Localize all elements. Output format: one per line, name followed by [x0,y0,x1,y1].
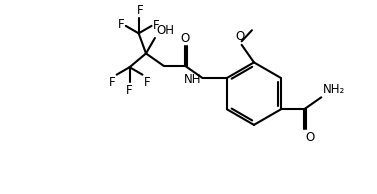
Text: O: O [306,131,315,144]
Text: OH: OH [156,24,174,37]
Text: NH: NH [184,73,201,86]
Text: O: O [180,32,190,45]
Text: methoxy_label: methoxy_label [253,28,263,29]
Text: F: F [118,18,124,31]
Text: F: F [126,84,133,97]
Text: F: F [144,76,150,89]
Text: F: F [153,19,159,32]
Text: F: F [109,76,115,89]
Text: O: O [236,30,245,43]
Text: F: F [136,4,143,17]
Text: NH₂: NH₂ [322,83,345,96]
